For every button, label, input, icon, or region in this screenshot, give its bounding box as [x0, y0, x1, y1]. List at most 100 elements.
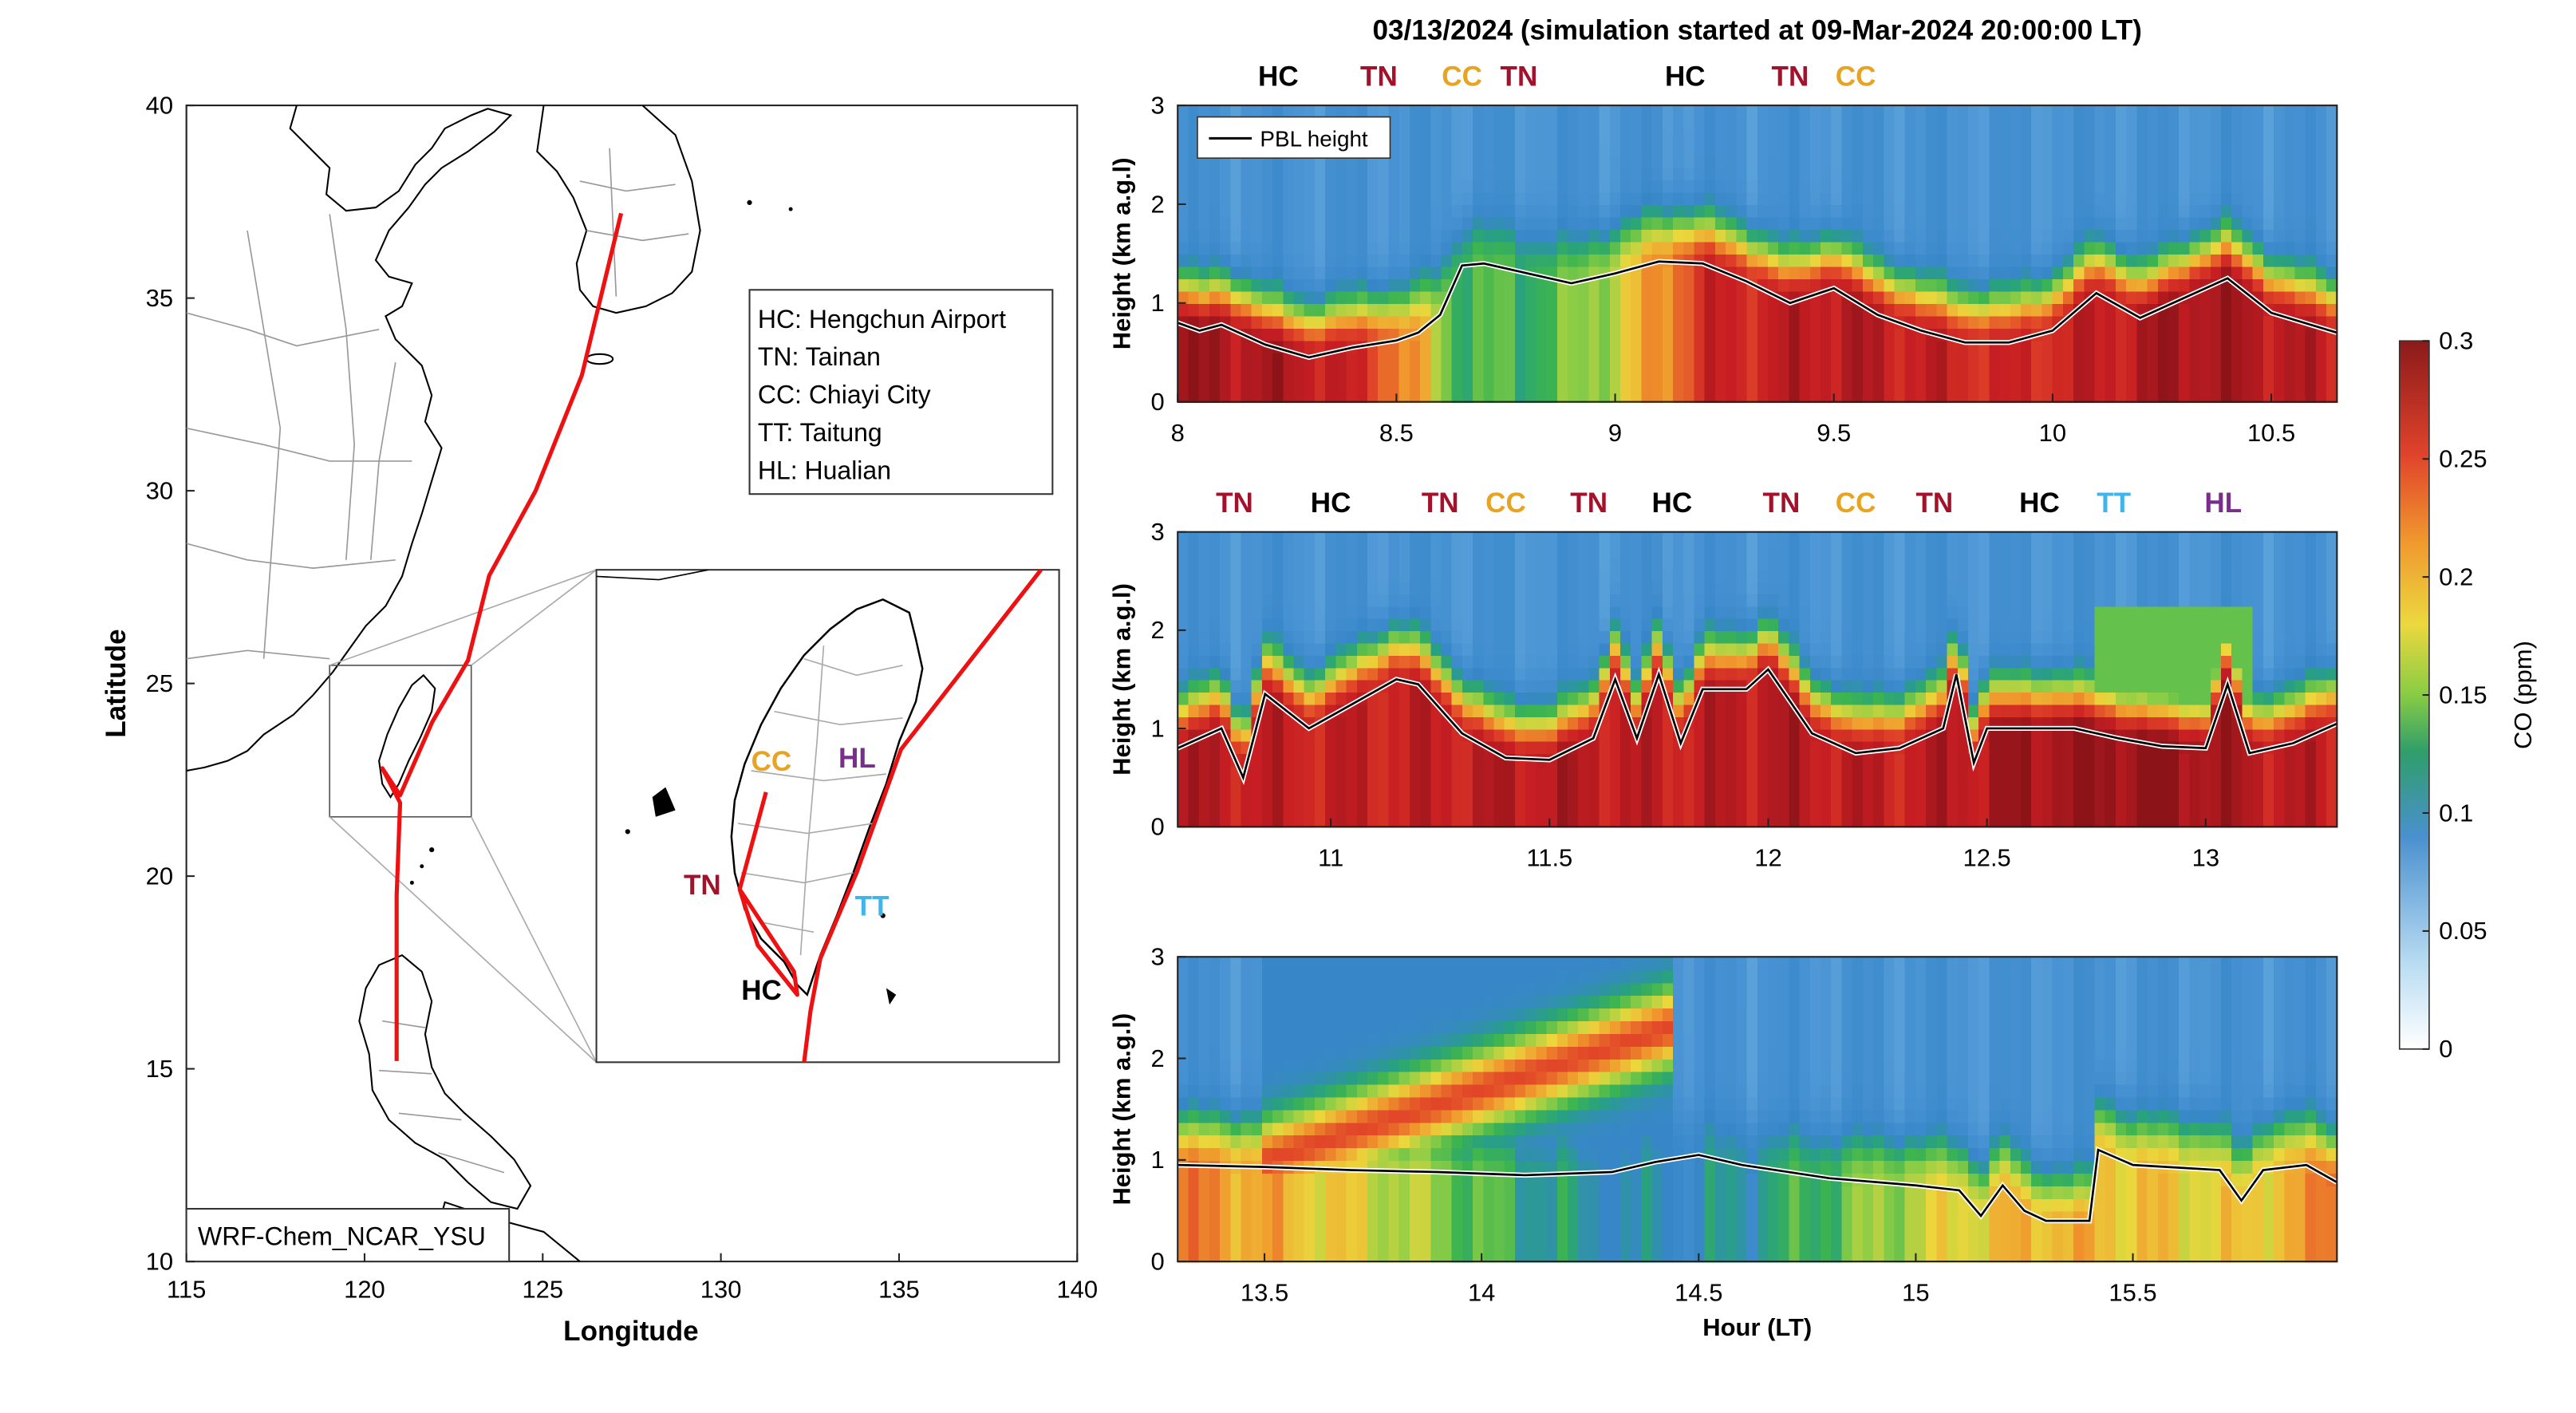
co-heatmap-cell	[2210, 327, 2223, 341]
co-heatmap-cell	[1704, 544, 1717, 558]
co-heatmap-cell	[1293, 790, 1305, 803]
co-heatmap-cell	[1873, 216, 1885, 231]
co-heatmap-cell	[2105, 327, 2117, 341]
co-heatmap-cell	[1335, 618, 1347, 632]
philippines-provinces	[379, 1020, 505, 1174]
co-heatmap-cell	[2157, 290, 2170, 305]
co-heatmap-cell	[2221, 142, 2233, 156]
co-heatmap-cell	[2126, 691, 2138, 705]
co-heatmap-cell	[1325, 365, 1337, 378]
co-heatmap-cell	[1915, 654, 1927, 669]
co-heatmap-cell	[2305, 352, 2318, 366]
co-heatmap-cell	[1588, 179, 1600, 193]
co-heatmap-cell	[1967, 179, 1980, 193]
co-heatmap-cell	[2126, 790, 2138, 803]
co-heatmap-cell	[1757, 679, 1769, 693]
co-heatmap-cell	[2094, 117, 2106, 132]
co-heatmap-cell	[1283, 315, 1295, 329]
co-heatmap-cell	[1261, 630, 1274, 644]
co-heatmap-cell	[1967, 302, 1980, 317]
co-heatmap-cell	[1726, 228, 1738, 243]
co-heatmap-cell	[1451, 228, 1464, 243]
co-heatmap-cell	[1304, 191, 1316, 206]
co-heatmap-cell	[1978, 667, 1990, 681]
co-heatmap-cell	[1746, 777, 1759, 791]
co-heatmap-cell	[1272, 191, 1284, 206]
co-heatmap-cell	[2252, 228, 2265, 243]
co-heatmap-cell	[1978, 142, 1990, 156]
co-heatmap-cell	[1620, 802, 1632, 816]
co-heatmap-cell	[1525, 777, 1537, 791]
co-heatmap-cell	[1241, 105, 1252, 119]
co-heatmap-cell	[1641, 241, 1653, 255]
co-heatmap-cell	[1314, 191, 1327, 206]
co-heatmap-cell	[2262, 117, 2275, 132]
co-heatmap-cell	[1556, 593, 1569, 607]
co-heatmap-cell	[1894, 691, 1906, 705]
co-heatmap-cell	[1989, 278, 2001, 292]
co-heatmap-cell	[1409, 228, 1422, 243]
co-heatmap-cell	[1473, 581, 1485, 594]
co-heatmap-cell	[1578, 667, 1590, 681]
co-heatmap-cell	[1778, 581, 1790, 594]
co-heatmap-cell	[1799, 581, 1812, 594]
co-heatmap-cell	[1504, 340, 1517, 353]
co-heatmap-cell	[1483, 241, 1495, 255]
co-heatmap-cell	[1283, 654, 1295, 669]
co-heatmap-cell	[1746, 290, 1759, 305]
co-heatmap-cell	[1873, 340, 1885, 353]
co-heatmap-cell	[1915, 266, 1927, 280]
co-heatmap-cell	[2052, 752, 2065, 767]
co-heatmap-cell	[1862, 203, 1875, 218]
co-heatmap-cell	[1767, 179, 1780, 193]
co-heatmap-cell	[1926, 241, 1938, 255]
co-heatmap-cell	[1767, 752, 1780, 767]
co-heatmap-cell	[2199, 302, 2212, 317]
co-heatmap-cell	[1904, 253, 1917, 267]
co-heatmap-cell	[1241, 241, 1252, 255]
co-heatmap-cell	[2284, 117, 2296, 132]
co-heatmap-cell	[2052, 802, 2065, 816]
co-heatmap-cell	[1388, 704, 1400, 717]
co-heatmap-cell	[1388, 191, 1400, 206]
co-heatmap-cell	[1884, 167, 1896, 181]
co-heatmap-cell	[2073, 179, 2085, 193]
co-heatmap-cell	[1473, 302, 1485, 317]
co-heatmap-cell	[2010, 191, 2022, 206]
co-heatmap-cell	[1947, 790, 1959, 803]
co-heatmap-cell	[1852, 642, 1864, 656]
co-heatmap-cell	[2294, 352, 2306, 366]
co-heatmap-cell	[2031, 142, 2043, 156]
co-heatmap-cell	[2147, 802, 2159, 816]
co-heatmap-cell	[1999, 377, 2012, 391]
co-heatmap-cell	[1335, 377, 1347, 391]
co-heatmap-cell	[1588, 167, 1600, 181]
co-heatmap-cell	[1525, 568, 1537, 582]
co-heatmap-cell	[1704, 752, 1717, 767]
co-heatmap-cell	[1430, 606, 1442, 619]
co-heatmap-cell	[2326, 377, 2338, 391]
co-heatmap-cell	[1936, 618, 1948, 632]
co-heatmap-cell	[1230, 266, 1242, 280]
co-heatmap-cell	[1809, 315, 1822, 329]
co-heatmap-cell	[1704, 142, 1717, 156]
co-heatmap-cell	[1483, 155, 1495, 168]
co-heatmap-cell	[1188, 802, 1200, 816]
co-heatmap-cell	[1651, 691, 1664, 705]
co-heatmap-cell	[1894, 752, 1906, 767]
co-heatmap-cell	[1556, 630, 1569, 644]
co-heatmap-cell	[1220, 389, 1232, 403]
co-heatmap-cell	[1536, 765, 1548, 779]
co-heatmap-cell	[1209, 704, 1221, 717]
co-heatmap-cell	[2147, 606, 2159, 619]
co-heatmap-cell	[1209, 167, 1221, 181]
co-heatmap-cell	[2010, 728, 2022, 742]
co-heatmap-cell	[1978, 802, 1990, 816]
co-heatmap-cell	[1483, 531, 1495, 546]
co-heatmap-cell	[1293, 105, 1305, 119]
co-heatmap-cell	[1662, 531, 1675, 546]
co-heatmap-cell	[2115, 556, 2128, 570]
co-heatmap-cell	[1915, 556, 1927, 570]
co-heatmap-cell	[1852, 241, 1864, 255]
co-heatmap-cell	[2157, 544, 2170, 558]
